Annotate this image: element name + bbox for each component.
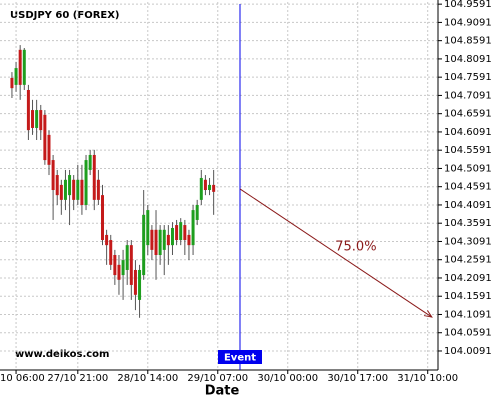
candle-body [105, 234, 109, 246]
candle-body [31, 110, 35, 128]
candle-body [113, 255, 117, 276]
y-tick-label: 104.5091 [444, 163, 492, 174]
y-tick-label: 104.9591 [444, 0, 492, 10]
chart-title: USDJPY 60 (FOREX) [10, 10, 120, 21]
forecast-arrow [239, 188, 433, 318]
forecast-label: 75.0% [335, 239, 376, 254]
x-axis-label: Date [205, 384, 240, 399]
y-tick-label: 104.1091 [444, 309, 492, 320]
candle-body [109, 240, 113, 265]
candle-body [195, 204, 199, 220]
candle-body [203, 179, 207, 191]
candle-body [138, 269, 142, 300]
candle-body [150, 229, 154, 250]
candle-body [92, 154, 96, 200]
candle-body [199, 177, 203, 200]
candle-body [84, 160, 88, 205]
candle-body [35, 110, 39, 128]
event-box [217, 350, 262, 364]
y-tick-label: 104.0091 [444, 346, 492, 357]
candle-body [72, 179, 76, 200]
candle-body [212, 184, 216, 192]
x-tick-label: 29/10 07:00 [187, 373, 248, 384]
candle-body [191, 210, 195, 246]
y-tick-label: 104.0591 [444, 328, 492, 339]
y-tick-label: 104.1591 [444, 291, 492, 302]
y-tick-label: 104.3591 [444, 218, 492, 229]
candle-body [179, 222, 183, 241]
x-tick-label: 28/10 14:00 [117, 373, 178, 384]
event-label: Event [224, 353, 256, 364]
x-tick-label: 10 06:00 [0, 373, 45, 384]
candle-body [146, 210, 150, 246]
candle-body [51, 160, 55, 191]
candle-body [88, 154, 92, 170]
candle-body [80, 179, 84, 205]
candle-body [47, 134, 51, 165]
candle-body [43, 114, 47, 161]
candle-body [158, 229, 162, 255]
candle-body [125, 245, 129, 270]
y-tick-label: 104.8591 [444, 36, 492, 47]
x-tick-label: 27/10 21:00 [47, 373, 108, 384]
candle-body [26, 89, 30, 131]
x-tick-label: 30/10 00:00 [257, 373, 318, 384]
candle-body [142, 214, 146, 276]
candle-body [101, 195, 105, 241]
y-tick-label: 104.7091 [444, 90, 492, 101]
y-tick-label: 104.6091 [444, 127, 492, 138]
candle-body [175, 225, 179, 241]
y-tick-label: 104.5591 [444, 145, 492, 156]
y-tick-label: 104.7591 [444, 72, 492, 83]
candle-body [166, 234, 170, 246]
arrow-head [423, 310, 433, 318]
candle-body [22, 49, 26, 85]
candle-body [129, 245, 133, 285]
candle-body [117, 264, 121, 280]
candle-body [162, 229, 166, 250]
candle-body [14, 68, 18, 85]
candle-body [96, 179, 100, 200]
y-tick-label: 104.6591 [444, 109, 492, 120]
candle-body [18, 49, 22, 85]
candle-body [133, 269, 137, 295]
candle-body [183, 225, 187, 241]
y-tick-label: 104.8091 [444, 54, 492, 65]
y-tick-label: 104.2591 [444, 255, 492, 266]
candle-body [154, 229, 158, 255]
y-tick-label: 104.9091 [444, 17, 492, 28]
candle-body [55, 175, 59, 196]
watermark: www.delkos.com [15, 349, 109, 360]
candle-body [170, 227, 174, 246]
candle-body [10, 77, 14, 89]
candle-body [187, 234, 191, 246]
candle-body [39, 110, 43, 131]
candle-body [208, 184, 212, 191]
candle-body [121, 260, 125, 276]
candle-body [59, 184, 63, 200]
y-tick-label: 104.2091 [444, 273, 492, 284]
x-tick-label: 30/10 17:00 [327, 373, 388, 384]
x-tick-label: 31/10 10:00 [397, 373, 458, 384]
candle-body [76, 179, 80, 200]
y-tick-label: 104.4591 [444, 182, 492, 193]
candle-body [68, 175, 72, 196]
y-tick-label: 104.3091 [444, 236, 492, 247]
y-tick-label: 104.4091 [444, 200, 492, 211]
candle-body [63, 179, 67, 200]
